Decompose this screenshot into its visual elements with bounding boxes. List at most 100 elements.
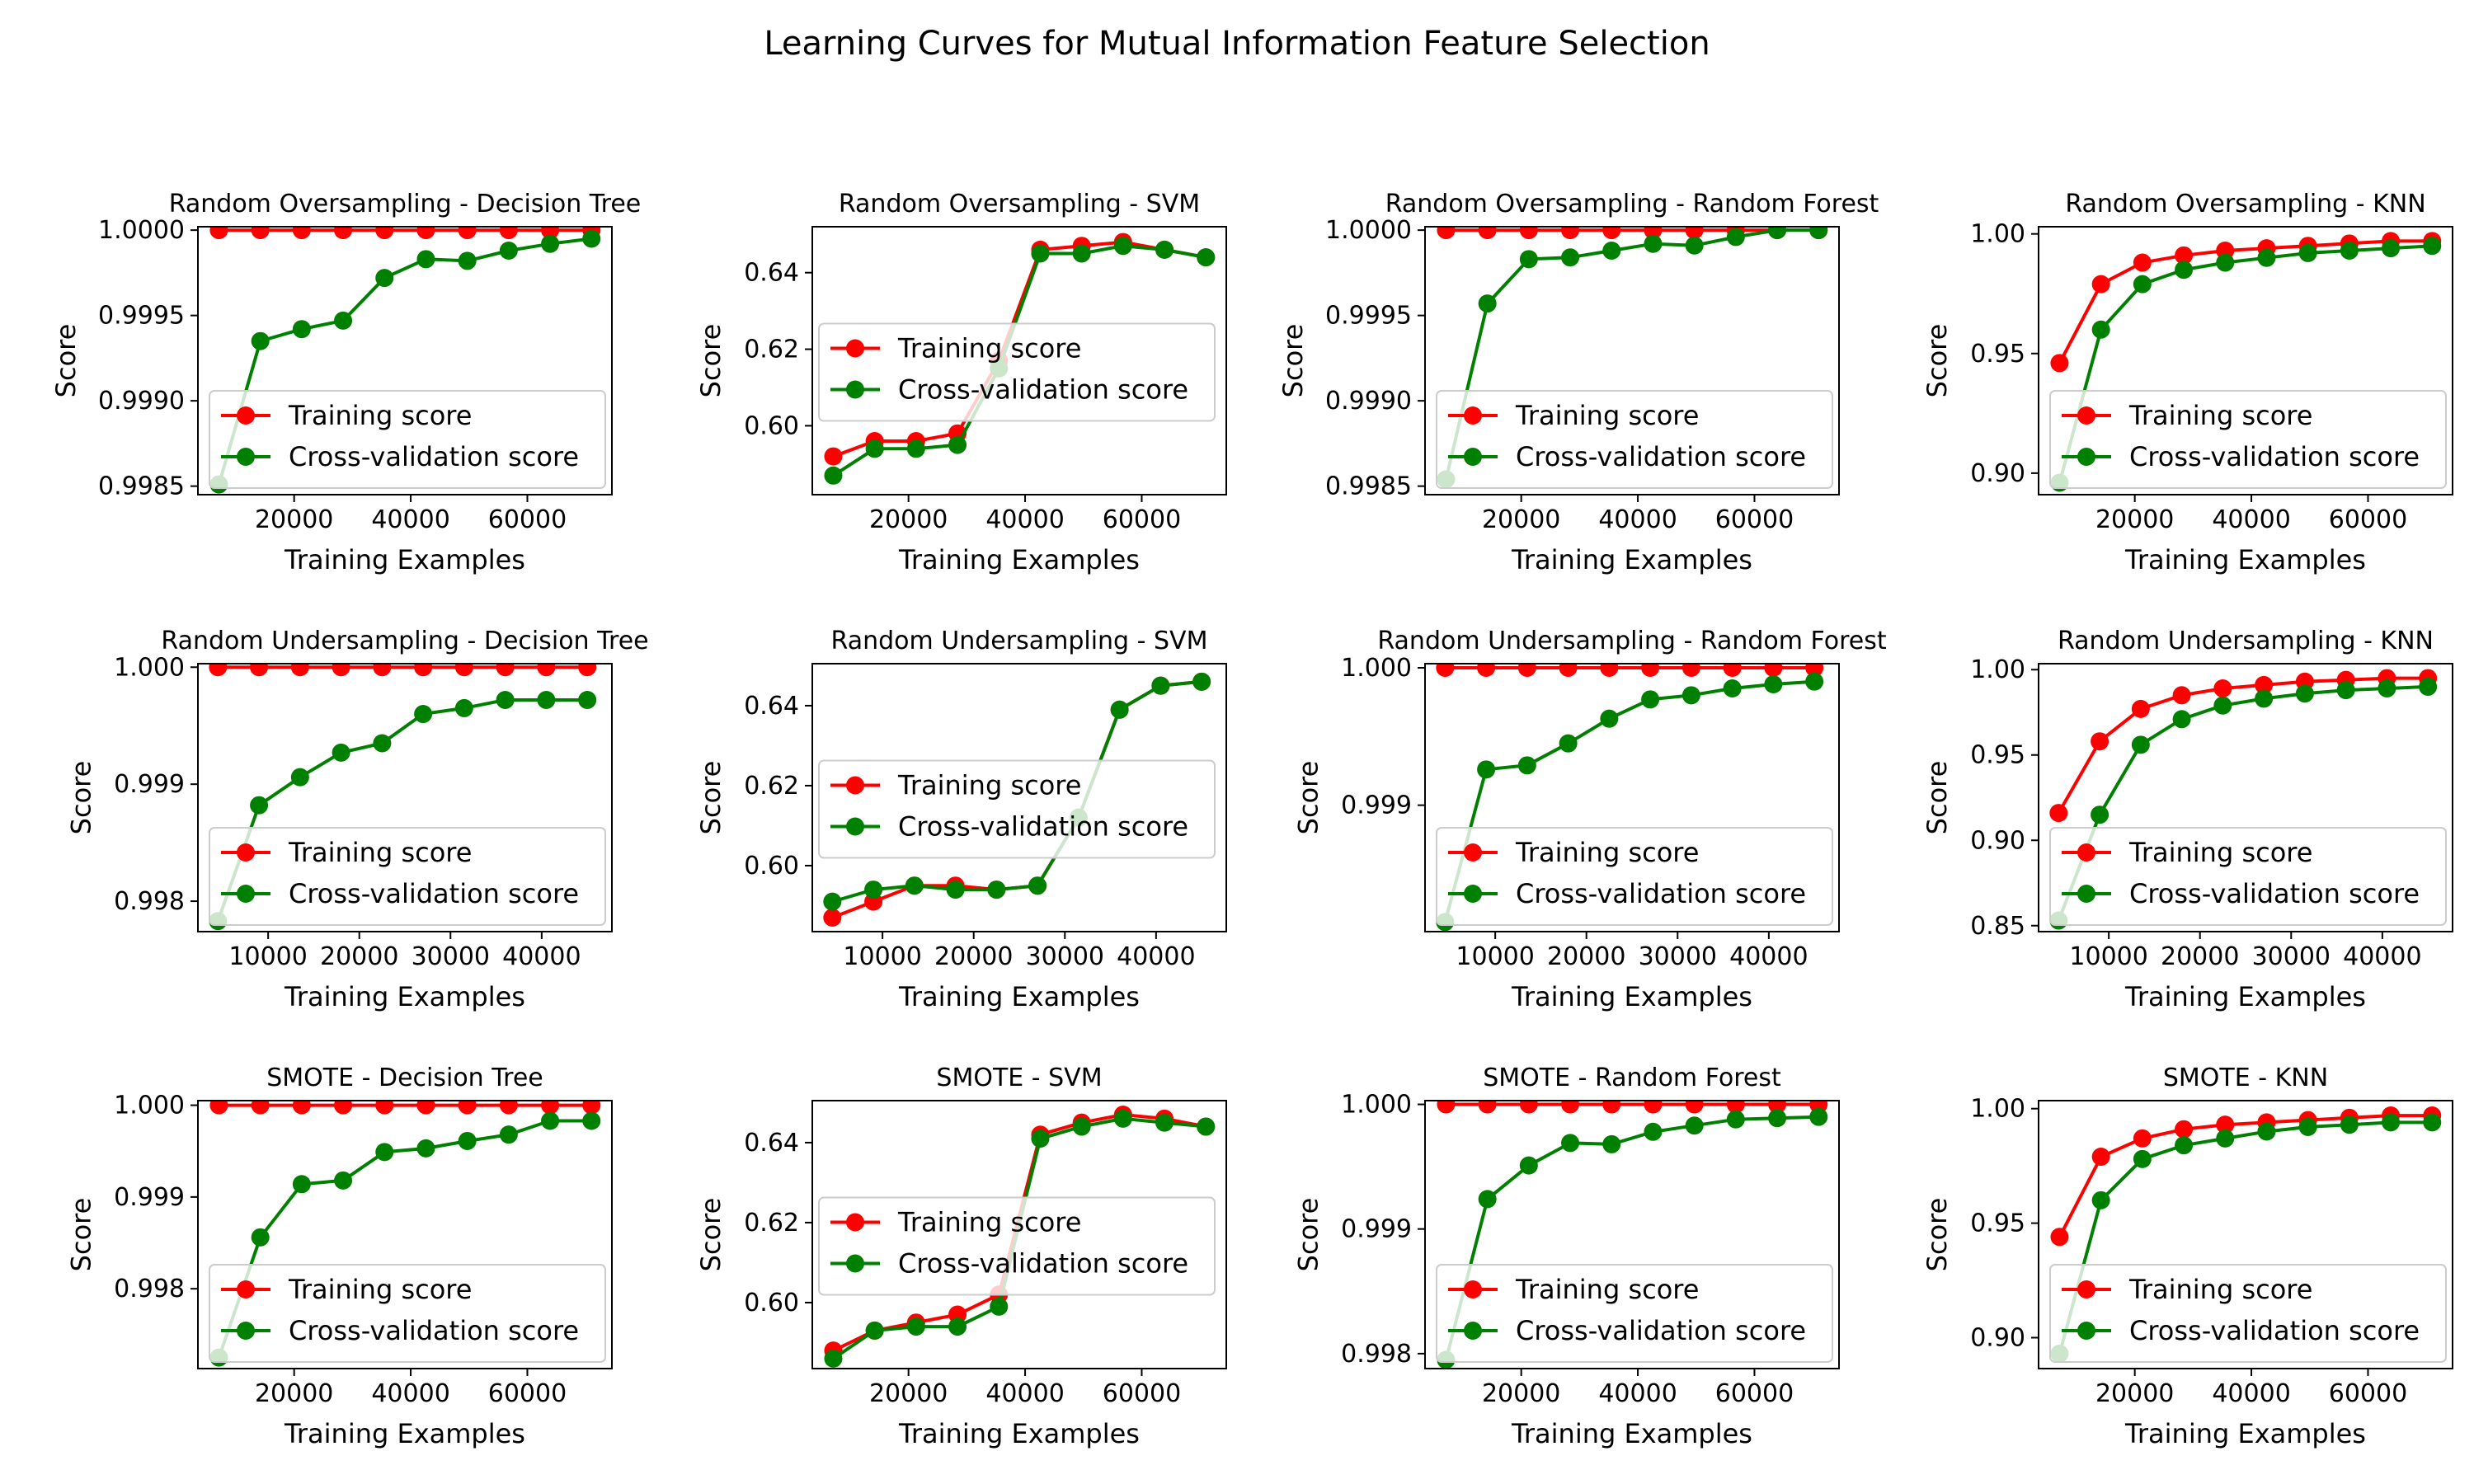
cv-score-point [1600,709,1619,728]
plot-area [823,672,1211,928]
axes-frame [2038,663,2453,932]
subplot-title: SMOTE - SVM [936,1064,1102,1092]
subplot-title: Random Undersampling - KNN [2058,627,2434,655]
cv-score-point [2423,237,2442,256]
cv-score-line [217,237,592,486]
training-score-point [541,1101,560,1115]
training-score-point [1436,664,1455,677]
cv-score-point [1561,248,1580,267]
training-score-point [1561,227,1580,240]
legend: Training score Cross-validation score [2049,1264,2447,1363]
y-axis-label: Score [1277,324,1309,398]
cv-score-point [2091,320,2110,339]
cv-score-point [2175,261,2194,279]
training-score-point [2175,1120,2194,1139]
training-score-point [1726,1101,1745,1114]
training-score-point [2050,354,2069,373]
legend-training-label: Training score [288,837,472,868]
cv-score-point [2131,735,2150,754]
training-score-point [2131,699,2150,718]
training-score-point [416,227,435,240]
training-score-point [1600,664,1619,677]
training-score-point [2255,675,2274,694]
training-score-point [1517,664,1536,677]
legend: Training score Cross-validation score [209,1264,606,1363]
y-tick-label: 0.90 [1970,459,2025,488]
subplot-title: SMOTE - KNN [2163,1064,2328,1092]
legend-cv-marker [1464,448,1482,466]
legend-training-marker [1464,1280,1482,1298]
x-tick-label: 30000 [1026,942,1104,971]
training-score-point [292,227,311,240]
cv-score-point [2257,248,2276,267]
training-score-point [458,1101,477,1115]
legend-box [818,322,1216,422]
x-tick-label: 20000 [869,505,948,534]
cv-score-point [1151,676,1170,695]
x-tick-label: 20000 [320,942,398,971]
cv-score-point [905,876,924,895]
x-axis-label: Training Examples [1511,981,1752,1012]
legend-cv-label: Cross-validation score [1516,878,1806,909]
y-axis-label: Score [1293,761,1324,835]
y-tick-label: 0.998 [114,1275,185,1303]
subplot-9: SMOTE - Decision Tree 20000 40000 60000 0.99… [66,1064,613,1449]
cv-score-point [251,1228,270,1247]
cv-score-point [948,1317,967,1336]
training-score-point [537,664,556,677]
y-tick-label: 0.999 [1341,1215,1412,1244]
training-score-point [1602,1101,1621,1114]
x-axis-label: Training Examples [898,544,1140,575]
cv-score-point [2255,689,2274,708]
cv-score-point [865,1321,884,1340]
x-tick-label: 40000 [2212,1379,2290,1408]
y-tick-label: 0.60 [744,411,799,440]
legend-cv-marker [237,1322,255,1340]
x-tick-label: 20000 [2095,1379,2174,1408]
cv-score-point [375,1143,394,1162]
x-axis-label: Training Examples [2124,1418,2366,1449]
y-tick-label: 0.62 [744,336,799,364]
y-tick-label: 0.998 [114,887,185,916]
y-axis-label: Score [695,761,727,835]
legend-training-marker [2077,406,2095,425]
cv-score-point [1768,1109,1787,1128]
y-tick-label: 0.90 [1970,826,2025,855]
cv-score-point [334,1171,353,1190]
axes-frame [811,663,1227,932]
y-tick-label: 0.64 [744,259,799,288]
cv-score-point [1031,1129,1050,1148]
cv-score-point [824,466,843,485]
cv-score-point [1072,244,1091,263]
training-score-point [2050,1228,2069,1247]
training-score-point [292,1101,311,1115]
cv-score-point [1559,734,1578,753]
training-score-point [2091,1148,2110,1167]
x-tick-label: 30000 [1639,942,1717,971]
training-score-point [2175,246,2194,265]
x-tick-label: 40000 [1598,1379,1677,1408]
legend-cv-label: Cross-validation score [1516,441,1806,472]
legend-training-label: Training score [1515,837,1699,868]
y-tick-label: 0.9990 [1325,387,1412,416]
cv-score-line [2058,1120,2433,1355]
y-tick-label: 0.9995 [1325,302,1412,331]
training-score-point [824,447,843,466]
cv-score-point [823,892,842,911]
y-tick-label: 0.999 [1341,791,1412,820]
y-tick-label: 1.000 [1341,1091,1412,1120]
axes-frame [197,1100,613,1369]
cv-score-point [375,269,394,288]
x-axis-label: Training Examples [898,1418,1140,1449]
y-axis-label: Score [1921,1198,1953,1272]
y-tick-label: 1.000 [1341,654,1412,683]
axes-frame [197,226,613,495]
x-axis-label: Training Examples [2124,544,2366,575]
cv-score-point [1110,700,1129,719]
y-tick-label: 1.00 [1970,1095,2025,1124]
cv-score-line [2057,684,2429,922]
cv-score-point [1155,240,1174,259]
cv-score-point [1768,227,1787,240]
cv-score-point [1809,1107,1828,1126]
x-axis-label: Training Examples [284,544,525,575]
